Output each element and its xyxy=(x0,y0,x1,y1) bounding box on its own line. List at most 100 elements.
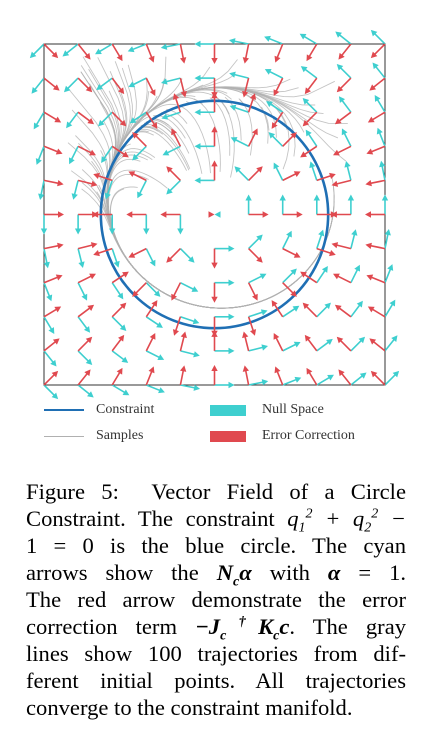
error-correction-arrow xyxy=(111,43,123,62)
error-correction-arrow xyxy=(77,43,91,60)
null-space-arrow xyxy=(282,376,302,386)
error-correction-arrow xyxy=(300,145,318,158)
null-space-arrow xyxy=(370,29,386,45)
null-space-arrow xyxy=(68,145,79,165)
null-space-arrow xyxy=(309,161,318,181)
error-correction-arrow xyxy=(302,111,318,127)
null-space-arrow xyxy=(96,77,113,91)
error-correction-arrow xyxy=(77,273,96,284)
legend: Constraint Samples Null Space Error Corr… xyxy=(0,398,427,450)
error-correction-arrow xyxy=(77,369,91,386)
null-space-arrow xyxy=(234,166,250,181)
legend-item-null-space: Null Space xyxy=(210,402,324,418)
error-correction-arrow xyxy=(43,179,64,187)
error-correction-arrow xyxy=(247,93,257,113)
error-correction-arrow xyxy=(366,274,386,284)
error-correction-arrow xyxy=(43,370,59,386)
trajectory-line xyxy=(160,112,203,174)
trajectory-line xyxy=(139,125,190,171)
error-correction-arrow xyxy=(242,43,250,64)
null-space-arrow xyxy=(214,313,235,320)
null-space-arrow xyxy=(266,101,284,113)
null-space-arrow xyxy=(145,350,165,361)
null-space-arrow xyxy=(194,74,215,82)
null-space-arrow xyxy=(71,180,79,200)
caption-error-term: −Jc†Kcc xyxy=(195,614,290,644)
error-correction-arrow xyxy=(77,77,93,93)
error-correction-arrow xyxy=(211,78,218,99)
null-space-arrow xyxy=(273,162,284,181)
caption-text-4b: with xyxy=(251,560,328,585)
null-space-arrow xyxy=(43,282,53,302)
null-space-arrow xyxy=(350,336,366,352)
error-correction-arrow xyxy=(247,316,257,336)
error-correction-arrow xyxy=(145,366,155,386)
legend-item-samples: Samples xyxy=(44,428,143,444)
error-correction-arrow xyxy=(282,282,297,297)
caption-text-2: Constraint. The constraint xyxy=(26,506,288,531)
null-space-arrow xyxy=(128,77,147,88)
error-correction-arrow xyxy=(77,304,95,318)
caption-title: Vector Field of a Circle xyxy=(151,479,406,504)
null-space-arrow xyxy=(305,129,318,147)
caption-line-3: 1 = 0 is the blue circle. The cyan xyxy=(26,533,406,558)
error-correction-arrow xyxy=(172,316,182,336)
null-space-arrow xyxy=(299,33,318,45)
null-space-arrow xyxy=(214,347,235,355)
null-space-arrow xyxy=(98,111,113,127)
null-space-arrow xyxy=(313,194,320,215)
null-space-arrow xyxy=(109,214,116,235)
error-correction-arrow xyxy=(92,211,113,218)
null-space-arrow xyxy=(381,194,389,215)
null-space-arrow xyxy=(248,309,268,318)
error-correction-arrow xyxy=(282,132,297,147)
caption-line-2: Constraint. The constraint q12 + q22 − xyxy=(26,505,406,535)
trajectory-line xyxy=(140,123,191,169)
error-correction-arrow xyxy=(111,145,129,158)
error-correction-arrow xyxy=(43,242,64,250)
null-space-arrow xyxy=(281,230,292,249)
caption-figure-label: Figure 5: xyxy=(26,479,119,504)
error-correction-arrow xyxy=(331,179,352,187)
legend-item-constraint: Constraint xyxy=(44,402,154,418)
null-space-arrow xyxy=(166,179,181,195)
error-correction-arrow xyxy=(171,282,182,301)
error-correction-arrow xyxy=(211,44,218,64)
null-space-arrow xyxy=(384,370,400,386)
error-correction-arrow xyxy=(316,172,336,182)
error-correction-arrow xyxy=(306,367,318,386)
vector-field-plot xyxy=(29,29,400,400)
legend-item-error-correction: Error Correction xyxy=(210,428,355,444)
null-space-arrow xyxy=(214,211,221,218)
null-space-arrow xyxy=(194,40,215,48)
error-correction-arrow xyxy=(330,211,351,218)
null-space-arrow xyxy=(316,338,333,352)
caption-null-space-term: Ncα xyxy=(216,560,252,590)
null-space-arrow xyxy=(194,143,215,150)
error-correction-arrow xyxy=(248,248,263,263)
null-space-arrow xyxy=(77,248,85,269)
caption-line-4: arrows show the Ncα with α = 1. xyxy=(26,559,406,590)
error-correction-arrow xyxy=(111,111,127,127)
null-space-arrow xyxy=(264,68,284,79)
null-space-arrow xyxy=(62,43,79,57)
caption-line-8: ferent initial points. All trajectories xyxy=(26,668,406,693)
error-correction-arrow xyxy=(145,333,156,352)
null-space-arrow xyxy=(268,132,284,147)
trajectory-line xyxy=(261,106,270,131)
caption-line-7: lines show 100 trajectories from dif- xyxy=(26,641,406,666)
legend-null-space-swatch xyxy=(210,404,246,416)
null-space-arrow xyxy=(344,160,352,181)
null-space-arrow xyxy=(145,248,156,267)
error-correction-arrow xyxy=(44,211,64,218)
caption-line-1: Figure 5: Vector Field of a Circle xyxy=(26,478,406,505)
error-correction-arrow xyxy=(179,331,187,352)
error-correction-arrow xyxy=(333,145,352,156)
null-space-arrow xyxy=(111,316,127,331)
error-correction-arrow xyxy=(179,77,187,98)
error-correction-arrow xyxy=(370,370,386,386)
figure-caption: Figure 5: Vector Field of a Circle Const… xyxy=(26,478,406,721)
null-space-arrow xyxy=(43,248,50,269)
null-space-arrow xyxy=(180,281,199,292)
error-correction-arrow xyxy=(77,179,98,187)
